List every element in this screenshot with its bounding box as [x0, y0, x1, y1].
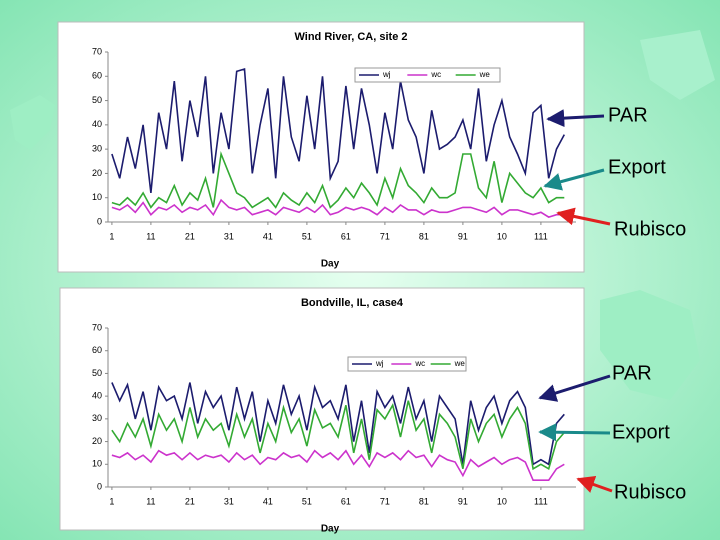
- series-line: [111, 382, 565, 466]
- y-tick-label: 40: [92, 119, 102, 129]
- y-tick-label: 70: [92, 322, 102, 332]
- annotation-arrow: [556, 207, 611, 226]
- x-tick-label: 81: [419, 231, 429, 241]
- chart-title: Wind River, CA, site 2: [295, 31, 408, 43]
- x-tick-label: 41: [263, 496, 273, 506]
- x-tick-label: 11: [146, 231, 155, 241]
- map-shape: [10, 95, 55, 150]
- y-tick-label: 20: [92, 168, 102, 178]
- y-tick-label: 50: [92, 95, 102, 105]
- series-line: [111, 449, 565, 481]
- legend-box: [354, 67, 501, 83]
- x-tick-label: 1: [109, 231, 114, 241]
- series-line: [111, 400, 565, 471]
- x-tick-label: 61: [341, 231, 351, 241]
- annotation-label: Export: [612, 421, 670, 443]
- y-tick-label: 30: [92, 413, 102, 423]
- legend-label: wc: [414, 359, 425, 368]
- x-tick-label: 10: [497, 496, 507, 506]
- x-tick-label: 41: [263, 231, 273, 241]
- x-tick-label: 61: [341, 496, 351, 506]
- y-tick-label: 10: [92, 192, 102, 202]
- y-tick-label: 20: [92, 436, 102, 446]
- y-tick-label: 40: [92, 391, 102, 401]
- x-tick-label: 91: [458, 496, 468, 506]
- x-tick-label: 71: [380, 496, 390, 506]
- y-tick-label: 60: [92, 345, 102, 355]
- annotation-label: PAR: [612, 362, 652, 384]
- x-axis-title: Day: [321, 259, 340, 270]
- annotation-arrow: [543, 168, 605, 191]
- annotation-arrow: [538, 423, 611, 442]
- y-tick-label: 10: [92, 459, 102, 469]
- x-tick-label: 21: [185, 231, 195, 241]
- annotation-label: Export: [608, 156, 666, 178]
- chart-title: Bondville, IL, case4: [301, 297, 404, 309]
- x-tick-label: 31: [224, 231, 234, 241]
- legend-label: we: [479, 70, 491, 79]
- annotation-label: Rubisco: [614, 218, 686, 240]
- y-tick-label: 60: [92, 71, 102, 81]
- y-tick-label: 70: [92, 46, 102, 56]
- x-tick-label: 21: [185, 496, 195, 506]
- x-tick-label: 111: [534, 496, 548, 506]
- legend-label: wj: [375, 359, 384, 368]
- y-tick-label: 0: [97, 216, 102, 226]
- x-tick-label: 51: [302, 496, 312, 506]
- legend-label: wj: [382, 70, 391, 79]
- x-tick-label: 91: [458, 231, 468, 241]
- x-tick-label: 71: [380, 231, 390, 241]
- series-line: [111, 198, 565, 218]
- map-shape: [600, 290, 700, 400]
- annotation-label: PAR: [608, 104, 648, 126]
- annotation-arrow: [546, 109, 605, 128]
- x-tick-label: 11: [146, 496, 155, 506]
- y-tick-label: 30: [92, 144, 102, 154]
- y-tick-label: 50: [92, 368, 102, 378]
- annotation-label: Rubisco: [614, 481, 686, 503]
- legend-label: wc: [430, 70, 441, 79]
- x-tick-label: 31: [224, 496, 234, 506]
- x-tick-label: 81: [419, 496, 429, 506]
- x-tick-label: 10: [497, 231, 507, 241]
- x-axis-title: Day: [321, 524, 340, 535]
- x-tick-label: 111: [534, 231, 548, 241]
- series-line: [111, 67, 566, 193]
- map-shape: [640, 30, 715, 100]
- annotation-arrow: [576, 475, 613, 493]
- x-tick-label: 1: [109, 496, 114, 506]
- legend-label: we: [454, 359, 466, 368]
- y-tick-label: 0: [97, 481, 102, 491]
- annotation-arrow: [538, 374, 611, 402]
- x-tick-label: 51: [302, 231, 312, 241]
- series-line: [111, 150, 565, 209]
